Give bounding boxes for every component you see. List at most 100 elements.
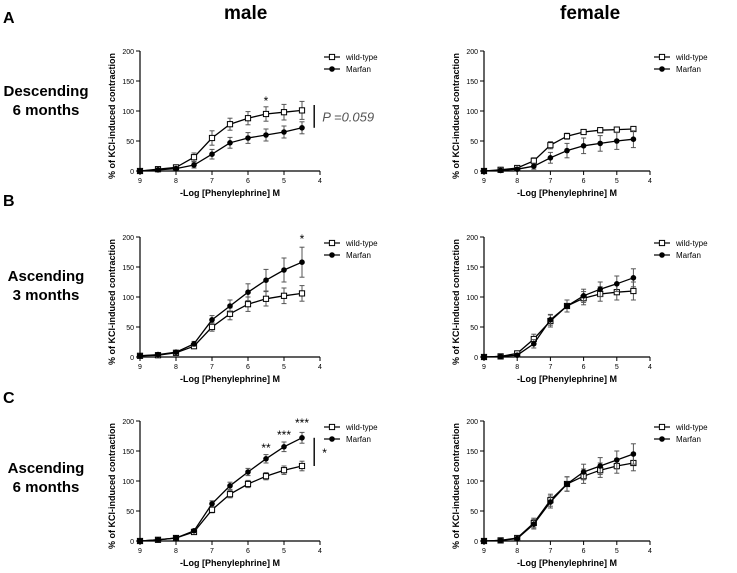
legend: wild-type Marfan <box>324 423 378 444</box>
legend-label: Marfan <box>346 435 371 444</box>
data-point <box>630 287 637 295</box>
y-tick-label: 150 <box>122 449 134 456</box>
y-tick-label: 100 <box>122 109 134 116</box>
data-point <box>263 132 269 138</box>
data-point <box>191 341 197 347</box>
x-tick-label: 4 <box>648 364 652 371</box>
data-point <box>597 140 603 147</box>
y-tick-label: 50 <box>470 509 478 516</box>
data-point <box>298 290 306 297</box>
chart-a-male: 0 50 100 150 200 9 8 7 6 5 4 -Log [Phenylephrine] M… <box>107 49 378 198</box>
series-marfan <box>137 246 305 359</box>
y-tick-label: 100 <box>466 295 478 302</box>
legend-label: Marfan <box>676 65 701 74</box>
y-axis-label: % of KCl-induced contraction <box>451 423 461 549</box>
significance-marker: *** <box>277 428 291 442</box>
data-point <box>209 501 215 507</box>
legend-label: Marfan <box>346 251 371 260</box>
data-point <box>137 538 143 544</box>
data-point <box>481 354 487 360</box>
x-axis-label: -Log [Phenylephrine] M <box>517 558 617 568</box>
data-point <box>226 491 234 498</box>
series-marfan <box>481 268 637 360</box>
legend-label: wild-type <box>675 423 708 432</box>
legend: wild-type Marfan <box>654 53 708 74</box>
x-tick-label: 9 <box>138 178 142 185</box>
row-label-c-line2: 6 months <box>12 479 80 496</box>
data-point <box>514 166 520 172</box>
y-axis-label: % of KCl-induced contraction <box>107 53 117 179</box>
y-tick-label: 200 <box>466 235 478 242</box>
data-point <box>191 162 197 168</box>
y-axis-label: % of KCl-induced contraction <box>451 53 461 179</box>
x-tick-label: 6 <box>246 364 250 371</box>
series-wild-type <box>136 100 306 175</box>
y-axis-label: % of KCl-induced contraction <box>107 239 117 365</box>
y-tick-label: 0 <box>474 539 478 546</box>
legend-label: Marfan <box>676 251 701 260</box>
data-point <box>155 537 161 543</box>
data-point <box>547 142 554 149</box>
legend-label: wild-type <box>675 53 708 62</box>
legend: wild-type Marfan <box>324 239 378 260</box>
series-marfan <box>481 130 637 174</box>
legend-marker-marfan <box>329 436 335 442</box>
series-line <box>483 138 634 172</box>
x-tick-label: 7 <box>210 364 214 371</box>
x-tick-label: 5 <box>615 178 619 185</box>
x-tick-label: 8 <box>174 364 178 371</box>
series-line <box>139 465 303 542</box>
x-tick-label: 8 <box>174 548 178 555</box>
series-wild-type <box>136 285 306 359</box>
data-point <box>208 506 216 513</box>
data-point <box>531 163 537 169</box>
y-axis-label: % of KCl-induced contraction <box>107 423 117 549</box>
x-tick-label: 6 <box>582 364 586 371</box>
data-point <box>299 435 305 441</box>
y-tick-label: 150 <box>122 265 134 272</box>
x-tick-label: 8 <box>174 178 178 185</box>
row-letter-a: A <box>3 10 15 27</box>
series-line <box>483 290 634 358</box>
series-marfan <box>137 431 305 544</box>
y-tick-label: 200 <box>466 419 478 426</box>
x-tick-label: 6 <box>582 548 586 555</box>
data-point <box>155 351 161 358</box>
data-point <box>262 295 270 302</box>
legend-marker-marfan <box>659 252 665 258</box>
data-point <box>263 456 269 462</box>
row-letter-b: B <box>3 193 15 210</box>
data-point <box>580 469 587 475</box>
data-point <box>208 134 216 142</box>
data-point <box>262 110 270 118</box>
x-tick-label: 4 <box>318 548 322 555</box>
data-point <box>281 267 287 273</box>
series-wild-type <box>480 454 637 545</box>
x-axis-label: -Log [Phenylephrine] M <box>517 374 617 384</box>
x-axis-label: -Log [Phenylephrine] M <box>517 188 617 198</box>
chart-b-male: 0 50 100 150 200 9 8 7 6 5 4 -Log [Phenylephrine] M… <box>107 232 378 384</box>
legend-marker-marfan <box>329 66 335 72</box>
row-label-c-line1: Ascending <box>7 460 85 477</box>
series-line <box>483 453 634 542</box>
x-tick-label: 7 <box>210 178 214 185</box>
row-label-b: Ascending 3 months <box>0 267 92 305</box>
data-point <box>190 154 198 161</box>
chart-a-female: 0 50 100 150 200 9 8 7 6 5 4 -Log [Phenylephrine] M… <box>451 49 708 198</box>
legend-label: wild-type <box>345 423 378 432</box>
row-label-a: Descending 6 months <box>0 82 92 120</box>
data-point <box>208 323 216 331</box>
x-tick-label: 7 <box>548 364 552 371</box>
series-line <box>483 277 634 358</box>
data-point <box>298 107 306 114</box>
y-tick-label: 0 <box>474 169 478 176</box>
y-tick-label: 200 <box>466 49 478 56</box>
data-point <box>613 126 620 133</box>
x-tick-label: 8 <box>515 548 519 555</box>
series-line <box>139 437 303 542</box>
x-axis-label: -Log [Phenylephrine] M <box>180 374 280 384</box>
data-point <box>630 275 637 281</box>
data-point <box>481 168 487 174</box>
data-point <box>155 167 161 173</box>
data-point <box>547 317 554 323</box>
